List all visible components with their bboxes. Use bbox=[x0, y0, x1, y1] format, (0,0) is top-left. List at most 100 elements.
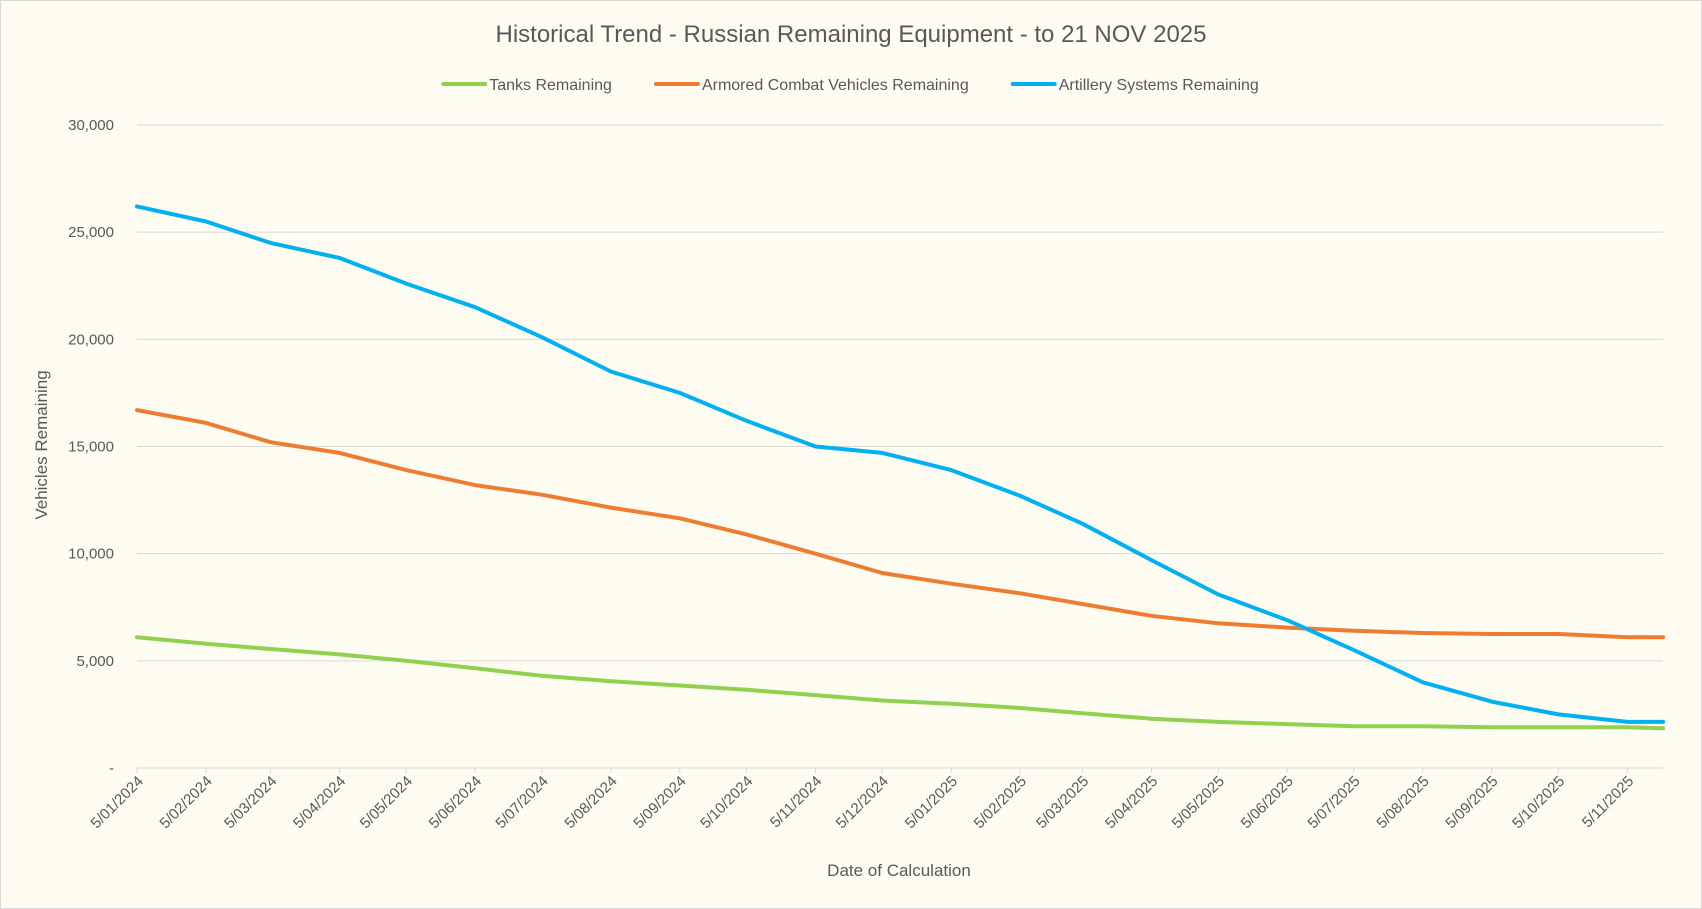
data-point bbox=[1018, 591, 1022, 595]
x-tick-label: 5/12/2024 bbox=[833, 773, 892, 832]
data-point bbox=[814, 552, 817, 556]
x-tick-label: 5/04/2024 bbox=[290, 773, 349, 832]
x-tick-label: 5/02/2025 bbox=[971, 773, 1030, 832]
data-point bbox=[1080, 522, 1084, 526]
x-tick-label: 5/10/2024 bbox=[697, 773, 756, 832]
data-point bbox=[135, 204, 139, 208]
data-point bbox=[1285, 618, 1289, 622]
data-point bbox=[609, 370, 613, 373]
data-point bbox=[473, 305, 477, 309]
series-line bbox=[135, 408, 1665, 640]
data-point bbox=[204, 642, 208, 646]
data-point bbox=[745, 688, 748, 692]
data-point bbox=[269, 241, 272, 245]
chart-title: Historical Trend - Russian Remaining Equ… bbox=[496, 21, 1207, 48]
data-point bbox=[1285, 722, 1289, 726]
data-point bbox=[269, 647, 272, 651]
data-point bbox=[1285, 626, 1289, 630]
data-point bbox=[814, 693, 817, 697]
x-tick-label: 5/08/2025 bbox=[1373, 773, 1432, 832]
legend-label: Armored Combat Vehicles Remaining bbox=[702, 77, 969, 94]
data-point bbox=[1661, 720, 1665, 724]
x-tick-label: 5/06/2024 bbox=[426, 773, 485, 832]
data-point bbox=[880, 571, 884, 575]
data-point bbox=[609, 506, 613, 510]
data-point bbox=[1421, 680, 1425, 684]
data-point bbox=[204, 220, 208, 223]
legend: Tanks Remaining Armored Combat Vehicles R… bbox=[441, 77, 1259, 94]
x-tick-label: 5/10/2025 bbox=[1509, 773, 1568, 832]
data-point bbox=[1556, 632, 1560, 636]
x-tick-label: 5/03/2025 bbox=[1033, 773, 1092, 832]
data-point bbox=[1149, 614, 1153, 618]
data-point bbox=[473, 483, 477, 487]
data-point bbox=[1352, 724, 1356, 728]
y-axis-title: Vehicles Remaining bbox=[32, 370, 51, 519]
y-tick-label: - bbox=[109, 760, 114, 777]
data-point bbox=[337, 652, 341, 656]
y-tick-label: 10,000 bbox=[68, 546, 114, 563]
x-tick-label: 5/05/2024 bbox=[357, 773, 416, 832]
data-point bbox=[1080, 602, 1084, 606]
x-tick-label: 5/04/2025 bbox=[1102, 773, 1161, 832]
data-point bbox=[949, 582, 953, 586]
data-point bbox=[337, 451, 341, 455]
data-point bbox=[337, 256, 341, 260]
data-point bbox=[404, 468, 408, 472]
data-point bbox=[1216, 720, 1220, 724]
data-point bbox=[949, 468, 953, 472]
data-point bbox=[1625, 720, 1629, 724]
legend-label: Tanks Remaining bbox=[489, 77, 612, 94]
x-tick-label: 5/11/2025 bbox=[1579, 773, 1637, 831]
x-tick-label: 5/08/2024 bbox=[561, 773, 620, 832]
data-point bbox=[814, 445, 817, 448]
y-tick-label: 25,000 bbox=[68, 224, 114, 241]
data-point bbox=[1490, 725, 1494, 729]
x-tick-label: 5/11/2024 bbox=[767, 773, 825, 831]
y-tick-label: 5,000 bbox=[76, 653, 114, 670]
y-tick-label: 30,000 bbox=[68, 117, 114, 134]
data-point bbox=[880, 451, 884, 455]
data-point bbox=[204, 421, 208, 425]
data-point bbox=[880, 699, 884, 702]
data-point bbox=[1018, 706, 1022, 710]
data-point bbox=[269, 440, 272, 444]
data-point bbox=[1625, 635, 1629, 639]
data-point bbox=[540, 674, 544, 678]
data-point bbox=[1490, 700, 1494, 704]
x-tick-label: 5/02/2024 bbox=[157, 773, 216, 832]
series-line bbox=[135, 635, 1665, 731]
data-point bbox=[1421, 724, 1425, 728]
data-point bbox=[1490, 632, 1494, 636]
data-point bbox=[135, 635, 139, 639]
data-point bbox=[135, 408, 139, 412]
legend-label: Artillery Systems Remaining bbox=[1059, 77, 1259, 94]
series-line bbox=[135, 204, 1665, 724]
data-point bbox=[473, 666, 477, 670]
gridlines bbox=[137, 124, 1663, 662]
data-point bbox=[949, 702, 953, 706]
data-point bbox=[1216, 592, 1220, 596]
data-point bbox=[1661, 635, 1665, 639]
series-lines bbox=[135, 204, 1665, 731]
x-tick-label: 5/01/2025 bbox=[902, 773, 961, 832]
data-point bbox=[1625, 725, 1629, 729]
x-tick-label: 5/09/2024 bbox=[630, 773, 689, 832]
data-point bbox=[404, 282, 408, 286]
data-point bbox=[1352, 629, 1356, 633]
x-axis-title: Date of Calculation bbox=[827, 861, 971, 880]
data-point bbox=[1149, 717, 1153, 721]
data-point bbox=[1216, 621, 1220, 625]
data-point bbox=[404, 659, 408, 663]
y-axis-ticks: - 5,000 10,000 15,000 20,000 25,000 30,000 bbox=[68, 117, 114, 777]
x-tick-label: 5/06/2025 bbox=[1238, 773, 1297, 832]
data-point bbox=[1421, 631, 1425, 635]
x-tick-label: 5/07/2024 bbox=[492, 773, 551, 832]
x-tick-label: 5/01/2024 bbox=[88, 773, 147, 832]
x-axis-ticks: 5/01/2024 5/02/2024 5/03/2024 5/04/2024 5/05… bbox=[88, 768, 1637, 832]
data-point bbox=[678, 684, 682, 687]
data-point bbox=[1556, 725, 1560, 729]
data-point bbox=[678, 391, 682, 395]
data-point bbox=[1018, 494, 1022, 498]
